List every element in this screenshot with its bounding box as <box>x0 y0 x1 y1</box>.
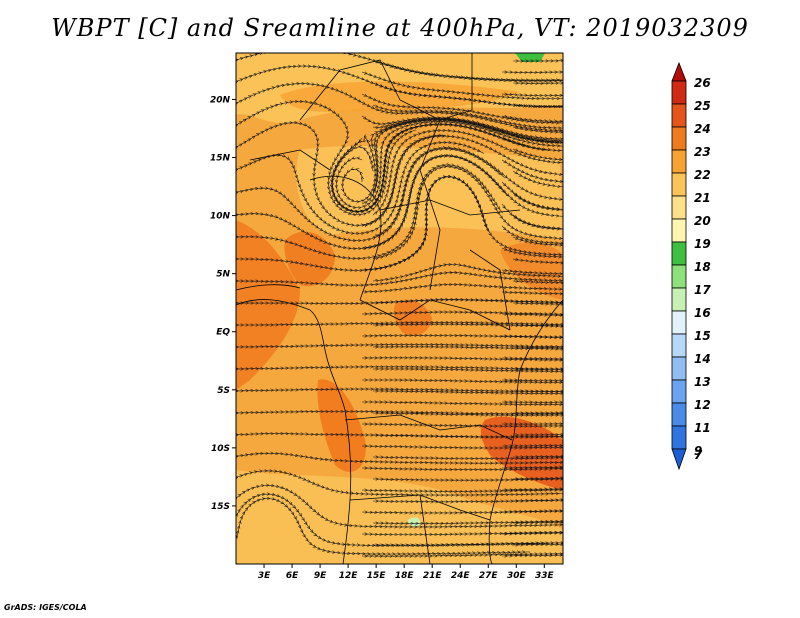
colorbar-label: 14 <box>694 352 711 366</box>
colorbar-label: 20 <box>694 214 711 228</box>
streamline <box>512 544 563 545</box>
colorbar-label: 24 <box>694 122 711 136</box>
streamline <box>236 453 563 463</box>
colorbar-swatch <box>671 264 687 289</box>
colorbar-swatch <box>671 379 687 404</box>
y-tick-label: 20N <box>210 95 231 105</box>
colorbar-swatch <box>671 149 687 174</box>
chart-title: WBPT [C] and Sreamline at 400hPa, VT: 20… <box>51 14 749 42</box>
colorbar-swatch <box>671 218 687 243</box>
x-tick-label: 18E <box>395 571 415 581</box>
colorbar-swatch <box>671 310 687 335</box>
streamline <box>362 402 563 404</box>
streamline <box>512 105 563 107</box>
streamline <box>512 325 563 326</box>
y-tick-label: 5S <box>217 386 230 396</box>
colorbar-swatch <box>671 425 687 450</box>
streamline <box>512 281 563 283</box>
colorbar-label: 9 <box>694 444 702 458</box>
streamline <box>361 177 563 270</box>
streamline <box>512 369 563 370</box>
colorbar-swatch <box>671 402 687 427</box>
colorbar-label: 11 <box>694 421 711 435</box>
streamline <box>501 555 563 556</box>
y-tick-label: 10N <box>210 212 231 222</box>
colorbar-label: 19 <box>694 237 711 251</box>
y-tick-label: EQ <box>216 328 230 338</box>
y-tick-label: 15N <box>210 154 231 164</box>
y-tick-label: 5N <box>216 270 230 280</box>
colorbar-swatch <box>671 126 687 151</box>
streamline <box>513 435 563 436</box>
colorbar-label: 22 <box>694 168 711 182</box>
x-tick-label: 3E <box>258 571 271 581</box>
colorbar-label: 26 <box>694 76 711 90</box>
streamline <box>362 380 563 382</box>
colorbar-swatch <box>671 172 687 197</box>
streamline <box>512 478 563 479</box>
streamline <box>373 391 563 393</box>
streamline <box>513 456 563 457</box>
x-tick-label: 15E <box>367 571 387 581</box>
colorbar-swatch <box>671 287 687 312</box>
streamline <box>372 413 563 415</box>
streamline <box>501 336 563 337</box>
colorbar-label: 16 <box>694 306 711 320</box>
streamline <box>361 446 563 448</box>
y-tick-label: 10S <box>211 444 230 454</box>
colorbar-swatch <box>671 80 687 105</box>
colorbar-label: 21 <box>694 191 711 205</box>
streamline <box>512 303 563 304</box>
streamline <box>361 424 563 426</box>
colorbar: 79 11 12 13 14 15 16 17 18 19 20 21 22 23 24 25 26 <box>671 61 711 471</box>
y-tick-label: 15S <box>211 502 230 512</box>
x-tick-label: 33E <box>535 571 555 581</box>
x-axis: 3E 6E 9E 12E 15E 18E 21E 24E 27E 30E 33E <box>258 564 555 581</box>
y-axis: 20N 15N 10N 5N EQ 5S 10S 15S <box>210 95 236 512</box>
streamline <box>372 435 563 437</box>
x-tick-label: 27E <box>479 571 499 581</box>
colorbar-swatch <box>671 356 687 381</box>
x-tick-label: 6E <box>286 571 299 581</box>
streamline <box>512 347 563 348</box>
x-tick-label: 12E <box>339 571 359 581</box>
colorbar-label: 25 <box>694 99 711 113</box>
colorbar-max-extension <box>671 61 687 82</box>
x-tick-label: 21E <box>423 571 443 581</box>
streamlines <box>236 53 563 556</box>
x-tick-label: 9E <box>314 571 327 581</box>
colorbar-label: 23 <box>694 145 711 159</box>
streamline <box>372 264 563 281</box>
streamline <box>502 467 563 468</box>
colorbar-swatch <box>671 195 687 220</box>
colorbar-label: 7 <box>694 448 703 462</box>
colorbar-swatch <box>671 333 687 358</box>
field-patch-angola <box>317 379 366 472</box>
colorbar-min-extension <box>671 448 687 471</box>
grads-credit: GrADS: IGES/COLA <box>4 603 87 612</box>
colorbar-swatch <box>671 103 687 128</box>
colorbar-label: 13 <box>694 375 711 389</box>
streamline <box>501 314 563 315</box>
streamline <box>501 380 563 381</box>
streamline <box>501 292 563 294</box>
colorbar-swatch <box>671 241 687 266</box>
colorbar-label: 18 <box>694 260 711 274</box>
colorbar-label: 15 <box>694 329 711 343</box>
colorbar-label: 17 <box>694 283 711 297</box>
wbpt-field <box>236 53 563 564</box>
streamline <box>502 445 563 446</box>
streamline <box>361 285 563 293</box>
x-tick-label: 24E <box>451 571 471 581</box>
streamline <box>501 358 563 359</box>
x-tick-label: 30E <box>507 571 527 581</box>
colorbar-label: 12 <box>694 398 711 412</box>
map-frame <box>235 52 564 565</box>
